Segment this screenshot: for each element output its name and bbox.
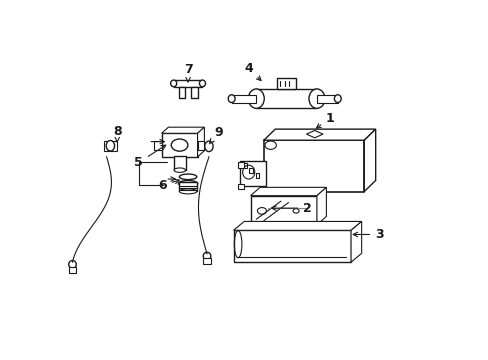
Polygon shape bbox=[250, 187, 326, 196]
Polygon shape bbox=[306, 130, 323, 138]
Bar bbox=[233, 230, 350, 262]
Bar bbox=[161, 133, 197, 157]
Ellipse shape bbox=[334, 95, 341, 103]
Bar bbox=[238, 162, 244, 168]
Text: 3: 3 bbox=[352, 228, 383, 241]
Text: 4: 4 bbox=[244, 62, 261, 81]
Ellipse shape bbox=[179, 189, 196, 194]
Ellipse shape bbox=[179, 174, 196, 180]
Ellipse shape bbox=[228, 95, 235, 103]
Bar bbox=[277, 78, 296, 89]
Bar bbox=[154, 141, 161, 150]
Bar bbox=[316, 95, 337, 103]
Bar bbox=[243, 163, 247, 168]
Text: 6: 6 bbox=[158, 179, 179, 192]
Ellipse shape bbox=[178, 181, 197, 186]
Bar bbox=[174, 156, 185, 170]
Ellipse shape bbox=[248, 89, 264, 108]
Bar bbox=[173, 80, 202, 87]
Polygon shape bbox=[233, 221, 361, 230]
Ellipse shape bbox=[204, 141, 213, 152]
Bar bbox=[238, 184, 244, 189]
Bar bbox=[203, 258, 210, 264]
Circle shape bbox=[171, 139, 187, 151]
Bar bbox=[250, 196, 316, 225]
Circle shape bbox=[257, 208, 266, 214]
Bar bbox=[231, 95, 256, 103]
Bar bbox=[255, 173, 259, 177]
Polygon shape bbox=[364, 129, 375, 192]
Ellipse shape bbox=[203, 252, 210, 260]
Bar bbox=[264, 140, 364, 192]
Bar bbox=[103, 141, 117, 151]
Bar bbox=[68, 267, 76, 273]
Bar bbox=[249, 168, 253, 173]
Ellipse shape bbox=[308, 89, 324, 108]
Circle shape bbox=[292, 209, 299, 213]
Ellipse shape bbox=[264, 141, 276, 149]
Text: 9: 9 bbox=[209, 126, 222, 144]
Bar bbox=[197, 141, 204, 150]
Text: 7: 7 bbox=[183, 63, 192, 82]
Polygon shape bbox=[264, 129, 375, 140]
Bar bbox=[178, 87, 185, 98]
Bar bbox=[190, 87, 197, 98]
Text: 5: 5 bbox=[134, 145, 165, 169]
Ellipse shape bbox=[174, 168, 185, 172]
Bar bbox=[240, 161, 265, 186]
Text: 8: 8 bbox=[113, 125, 122, 142]
Polygon shape bbox=[197, 127, 204, 157]
Ellipse shape bbox=[170, 80, 176, 87]
Ellipse shape bbox=[106, 140, 114, 151]
Bar bbox=[179, 182, 196, 192]
Text: 1: 1 bbox=[316, 112, 334, 128]
Ellipse shape bbox=[68, 261, 76, 268]
Polygon shape bbox=[350, 221, 361, 262]
Bar bbox=[256, 89, 316, 108]
Polygon shape bbox=[316, 187, 326, 225]
Ellipse shape bbox=[199, 80, 205, 87]
Text: 2: 2 bbox=[271, 202, 311, 215]
Polygon shape bbox=[161, 127, 204, 133]
